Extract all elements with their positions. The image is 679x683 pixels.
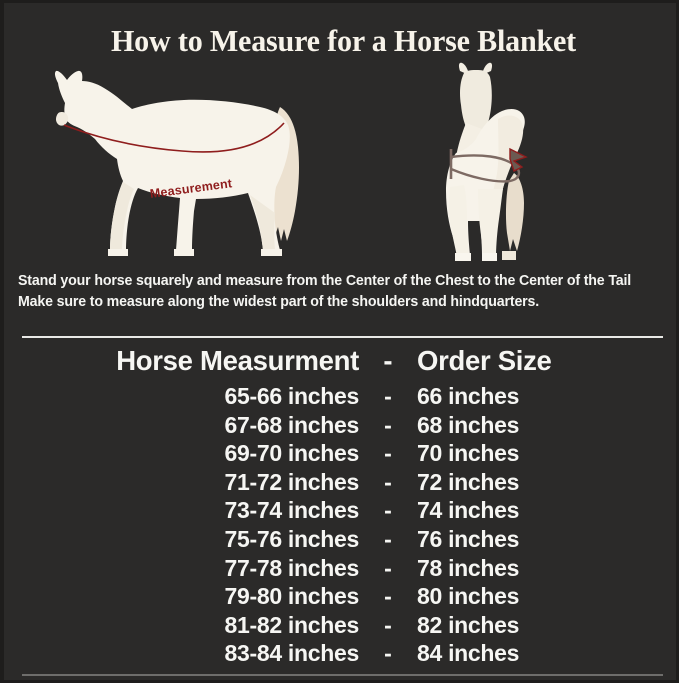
horse-side-view <box>54 70 299 256</box>
cell-measurement: 77-78 inches <box>224 554 360 581</box>
size-table: Horse Measurment - Order Size 65-66 inch… <box>4 345 676 669</box>
cell-measurement: 79-80 inches <box>224 583 360 610</box>
cell-dash: - <box>384 640 392 667</box>
hoof-front-left-icon <box>455 253 471 261</box>
table-header-row: Horse Measurment - Order Size <box>4 345 676 383</box>
hoof-hind-icon <box>261 249 282 256</box>
divider-bottom <box>22 674 663 676</box>
cell-order-size: 74 inches <box>417 497 520 524</box>
cell-order-size: 68 inches <box>417 411 520 438</box>
cell-order-size: 66 inches <box>417 383 520 409</box>
cell-measurement: 67-68 inches <box>224 411 360 438</box>
cell-dash: - <box>384 411 392 438</box>
cell-measurement: 81-82 inches <box>224 611 360 638</box>
table-row: 65-66 inches - 66 inches <box>4 383 676 412</box>
cell-dash: - <box>384 497 392 524</box>
cell-dash: - <box>384 583 392 610</box>
cell-measurement: 69-70 inches <box>224 440 360 467</box>
cell-order-size: 70 inches <box>417 440 520 467</box>
table-row: 79-80 inches - 80 inches <box>4 583 676 612</box>
hoof-fore-icon <box>108 249 128 256</box>
cell-order-size: 78 inches <box>417 554 520 581</box>
horse-front-view <box>446 62 528 261</box>
cell-order-size: 80 inches <box>417 583 520 610</box>
cell-measurement: 73-74 inches <box>224 497 360 524</box>
page-title: How to Measure for a Horse Blanket <box>110 23 576 58</box>
table-row: 69-70 inches - 70 inches <box>4 440 676 469</box>
illustration-area: Measurement <box>4 61 676 266</box>
cell-dash: - <box>384 554 392 581</box>
horse-body-icon <box>54 70 290 256</box>
cell-dash: - <box>384 383 392 409</box>
tape-arrow-icon <box>509 147 528 172</box>
instructions: Stand your horse squarely and measure fr… <box>18 271 663 313</box>
cell-dash: - <box>384 468 392 495</box>
horse-foreleg-far-icon <box>110 182 134 256</box>
measuring-tape-icon <box>450 154 521 183</box>
cell-dash: - <box>384 611 392 638</box>
cell-measurement: 65-66 inches <box>224 383 360 409</box>
horse-front-leg-right-icon <box>478 189 503 261</box>
horse-front-tail-icon <box>505 173 524 251</box>
horse-front-body-icon <box>446 62 528 261</box>
table-row: 67-68 inches - 68 inches <box>4 411 676 441</box>
header-dash: - <box>383 345 393 376</box>
cell-order-size: 76 inches <box>417 525 520 552</box>
cell-measurement: 83-84 inches <box>224 640 360 667</box>
header-horse-measurement: Horse Measurment <box>116 345 359 376</box>
hoof-mid-icon <box>174 249 194 256</box>
hoof-front-right-icon <box>482 253 497 261</box>
cell-measurement: 71-72 inches <box>224 468 360 495</box>
table-row: 81-82 inches - 82 inches <box>4 611 676 641</box>
instructions-line-2: Make sure to measure along the widest pa… <box>18 294 540 310</box>
divider-top <box>22 336 663 338</box>
cell-dash: - <box>384 440 392 467</box>
measurement-line-icon <box>63 122 285 153</box>
cell-order-size: 82 inches <box>417 611 520 638</box>
cell-dash: - <box>384 525 392 552</box>
table-row: 77-78 inches - 78 inches <box>4 554 676 584</box>
table-row: 73-74 inches - 74 inches <box>4 497 676 526</box>
instructions-line-1: Stand your horse squarely and measure fr… <box>18 273 632 289</box>
table-row: 71-72 inches - 72 inches <box>4 468 676 498</box>
horse-hindleg-far-icon <box>250 195 275 256</box>
hoof-front-rear-icon <box>502 251 516 260</box>
horse-front-leg-left-icon <box>448 185 469 261</box>
horse-side-body-icon <box>54 70 299 256</box>
header-order-size: Order Size <box>417 345 552 376</box>
horse-head-icon <box>460 70 492 136</box>
table-row: 75-76 inches - 76 inches <box>4 525 676 555</box>
horse-muzzle-icon <box>55 112 69 126</box>
cell-measurement: 75-76 inches <box>224 525 360 552</box>
cell-order-size: 72 inches <box>417 468 520 495</box>
table-row: 83-84 inches - 84 inches <box>4 640 676 669</box>
cell-order-size: 84 inches <box>417 640 520 667</box>
